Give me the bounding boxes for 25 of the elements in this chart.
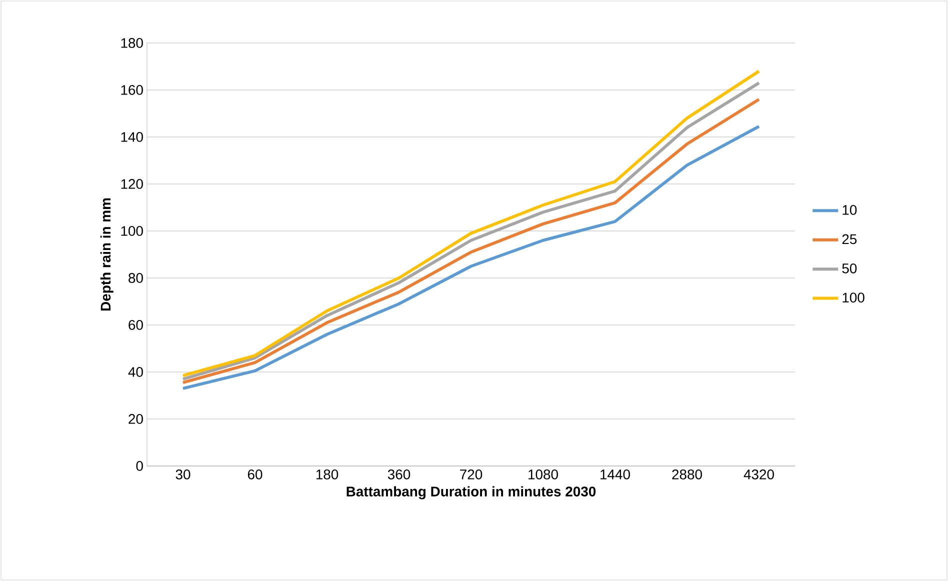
legend-label: 25 xyxy=(842,234,857,244)
x-tick-label: 2880 xyxy=(672,469,702,480)
x-axis-title: Battambang Duration in minutes 2030 xyxy=(346,486,596,500)
x-tick-label: 720 xyxy=(460,469,482,480)
y-tick-label: 80 xyxy=(128,273,143,283)
y-tick-label: 160 xyxy=(121,85,143,95)
y-tick-label: 140 xyxy=(121,132,143,142)
y-tick-label: 180 xyxy=(121,38,143,48)
x-tick-label: 30 xyxy=(176,469,190,480)
x-tick-label: 60 xyxy=(248,469,262,480)
x-tick-label: 360 xyxy=(388,469,410,480)
y-tick-label: 20 xyxy=(128,414,143,424)
y-tick-label: 40 xyxy=(128,367,143,377)
legend-label: 50 xyxy=(842,263,857,274)
legend-label: 100 xyxy=(842,292,864,303)
y-tick-label: 60 xyxy=(128,320,143,330)
x-tick-label: 180 xyxy=(316,469,338,480)
y-tick-label: 0 xyxy=(136,461,143,471)
y-tick-label: 100 xyxy=(121,226,143,236)
y-tick-label: 120 xyxy=(121,179,143,189)
x-tick-label: 4320 xyxy=(744,469,774,480)
x-tick-label: 1080 xyxy=(528,469,558,480)
y-axis-title: Depth rain in mm xyxy=(100,198,114,311)
legend-label: 10 xyxy=(842,205,857,215)
x-tick-label: 1440 xyxy=(600,469,630,480)
